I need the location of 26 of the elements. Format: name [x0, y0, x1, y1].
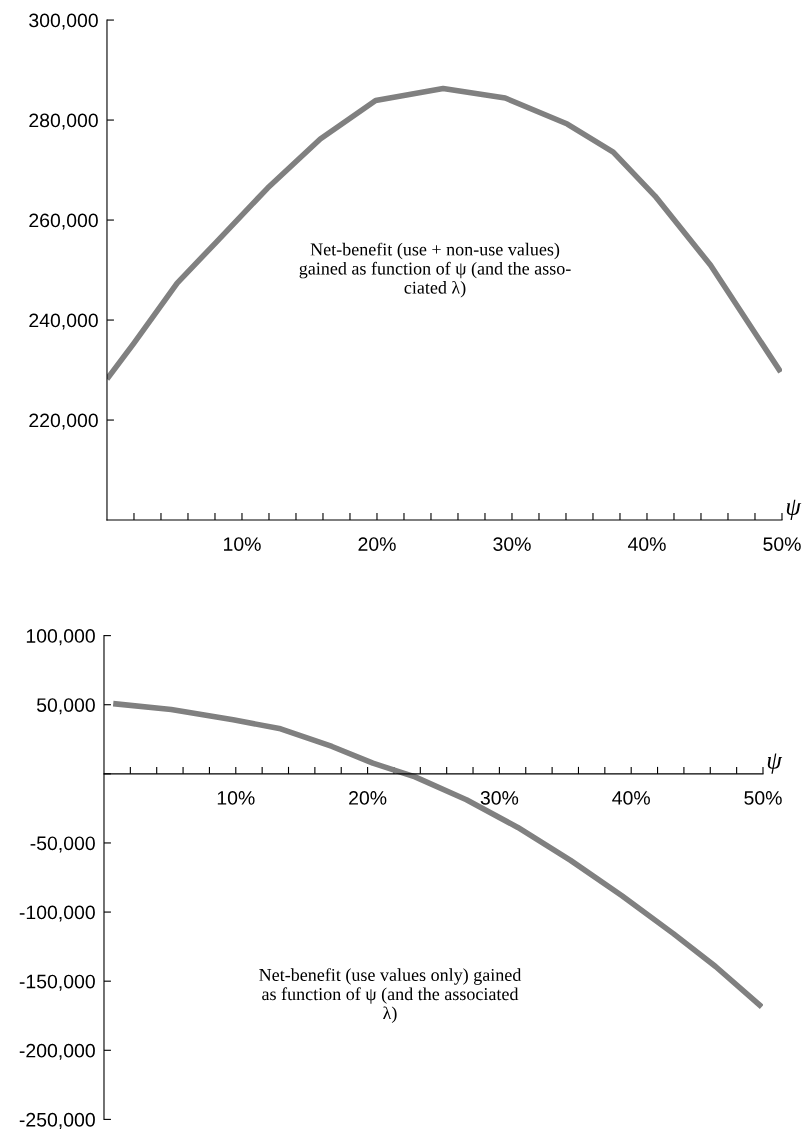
y-tick-label: -200,000 — [19, 1043, 95, 1060]
x-tick-label: 50% — [763, 537, 801, 551]
x-tick-label: 20% — [358, 537, 396, 551]
x-tick-label: 30% — [480, 791, 519, 805]
annotation: Net-benefit (use + non-use values) gained as function of ψ (and the asso- ciated λ) — [299, 242, 571, 298]
x-tick-label: 50% — [744, 791, 782, 805]
x-axis-title: ψ — [767, 753, 783, 774]
y-tick-label: 260,000 — [29, 213, 98, 230]
x-axis-title: ψ — [786, 499, 802, 521]
x-tick-label: 40% — [627, 537, 666, 551]
y-tick-label: -50,000 — [30, 836, 95, 853]
x-tick-label: 10% — [224, 537, 261, 551]
y-tick-label: -100,000 — [19, 905, 95, 922]
y-tick-label: 280,000 — [29, 113, 98, 130]
x-tick-label: 30% — [493, 537, 531, 551]
y-tick-label: 300,000 — [29, 13, 98, 30]
x-tick-label: 40% — [612, 791, 650, 805]
y-tick-label: -150,000 — [19, 974, 95, 991]
x-tick-label: 10% — [217, 791, 255, 805]
annotation: Net-benefit (use values only) gained as function of ψ (and the associated λ) — [259, 968, 522, 1023]
y-tick-label: -250,000 — [19, 1112, 95, 1129]
y-tick-label: 240,000 — [29, 313, 98, 330]
y-tick-label: 50,000 — [36, 698, 95, 715]
x-tick-label: 20% — [349, 791, 387, 805]
y-tick-label: 220,000 — [29, 413, 98, 430]
y-tick-label: 100,000 — [26, 629, 95, 646]
